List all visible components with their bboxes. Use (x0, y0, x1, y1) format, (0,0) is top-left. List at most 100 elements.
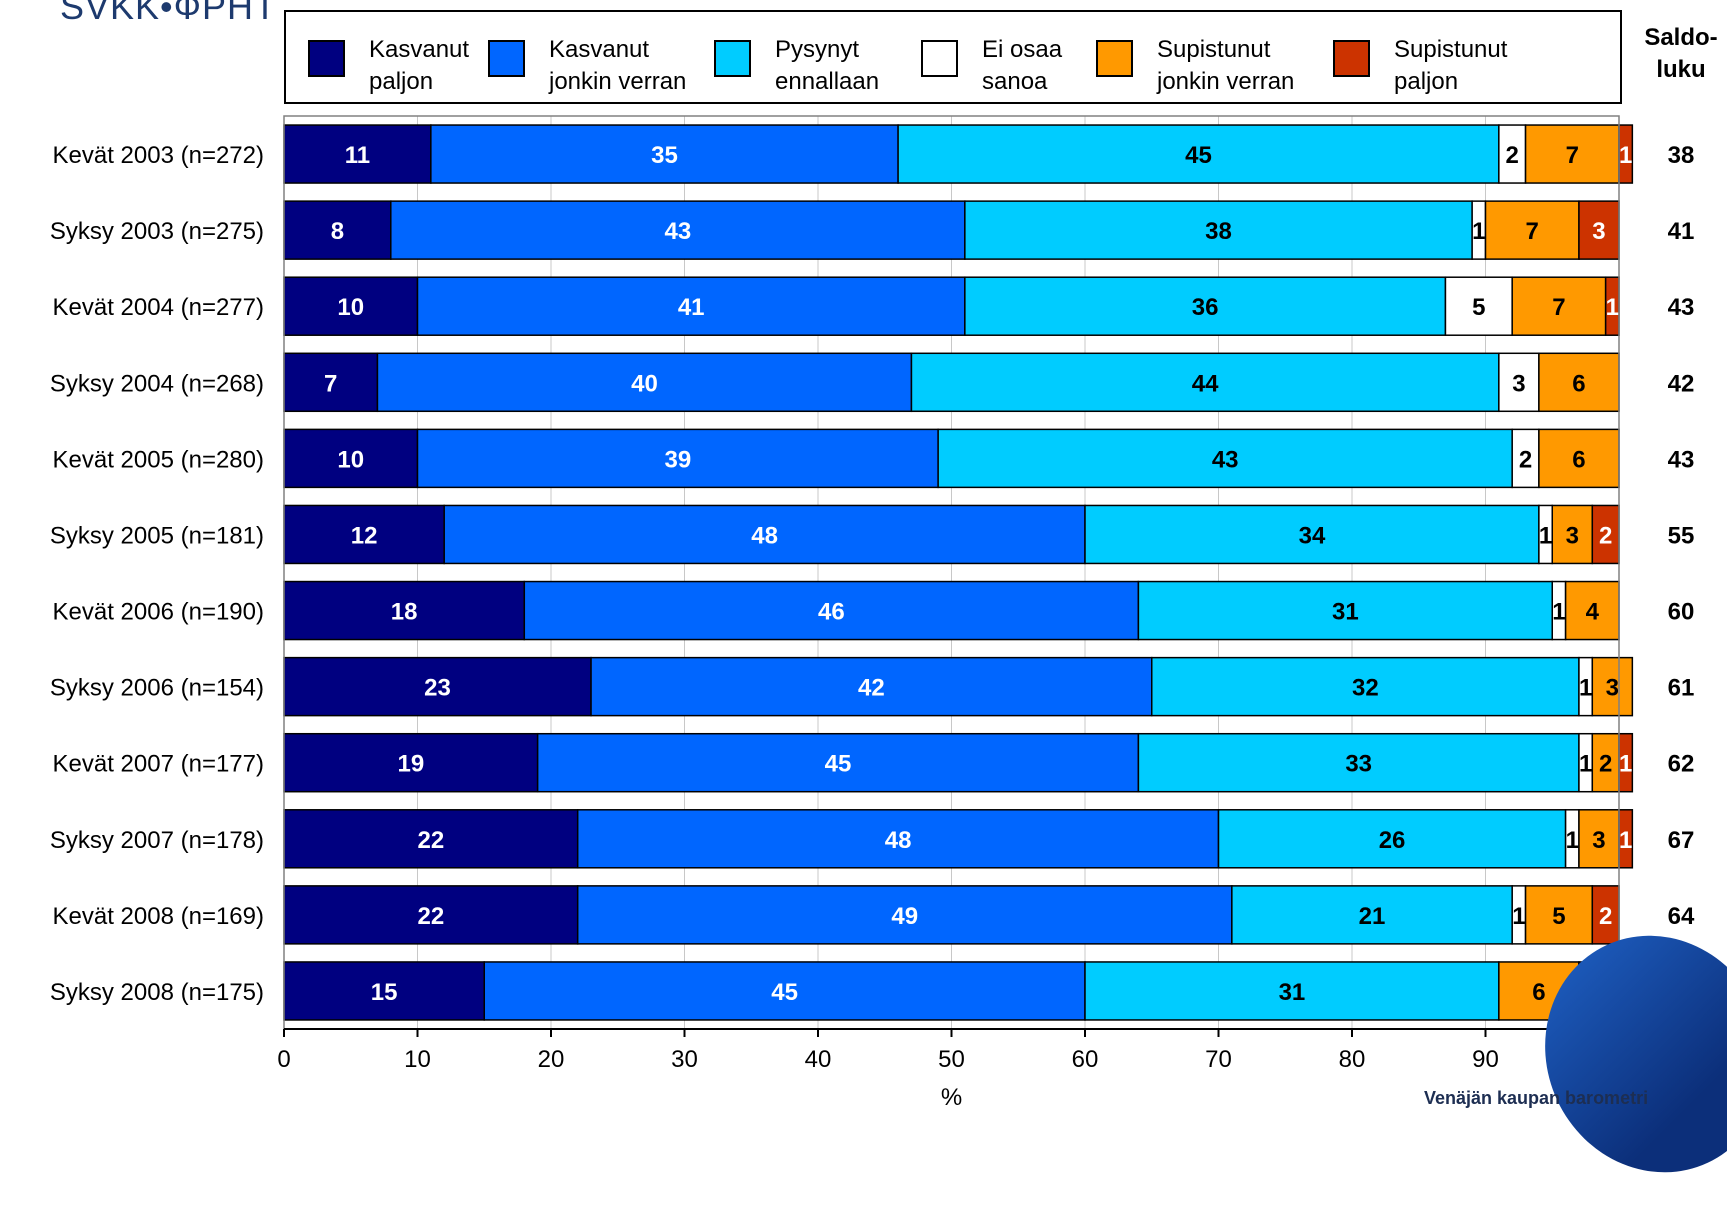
bar-value-label: 2 (1599, 903, 1612, 930)
bar-segment (910, 352, 1500, 413)
x-tick-label: 90 (1472, 1046, 1499, 1073)
x-tick-label: 10 (404, 1046, 431, 1073)
bar-value-label: 8 (331, 218, 344, 245)
bar-segment (1084, 961, 1500, 1021)
legend-swatch (308, 40, 345, 77)
bar-segment (1511, 276, 1607, 336)
bar-segment (283, 276, 419, 336)
category-label: Syksy 2008 (n=175) (50, 979, 264, 1006)
bar-value-label: 31 (1279, 979, 1306, 1006)
bar-value-label: 3 (1592, 218, 1605, 245)
bar-value-label: 43 (1212, 446, 1239, 473)
bar-segment (283, 885, 579, 945)
bar-segment (283, 504, 445, 565)
bar-value-label: 5 (1552, 903, 1565, 930)
bar-segment (1538, 428, 1620, 489)
legend-label: Kasvanut paljon (369, 34, 539, 98)
bar-value-label: 1 (1579, 751, 1592, 778)
logo-text: SVKK•ФРНТ (60, 0, 278, 27)
x-tick-label: 70 (1205, 1046, 1232, 1073)
legend-swatch (1333, 40, 1370, 77)
bar-value-label: 6 (1572, 446, 1585, 473)
legend-label-line: Pysynyt (775, 36, 860, 63)
legend-swatch (714, 40, 751, 77)
bar-value-label: 18 (391, 599, 418, 626)
legend-label-line: paljon (369, 68, 434, 95)
bar-value-label: 3 (1566, 522, 1579, 549)
bar-value-label: 12 (351, 522, 378, 549)
bar-segment (1564, 580, 1620, 641)
saldo-value: 60 (1668, 599, 1695, 626)
bar-value-label: 7 (1526, 218, 1539, 245)
bar-value-label: 45 (1185, 142, 1212, 169)
bar-value-label: 1 (1552, 599, 1565, 626)
saldo-value: 41 (1668, 218, 1695, 245)
bar-value-label: 42 (858, 675, 885, 702)
category-label: Kevät 2006 (n=190) (53, 599, 265, 626)
bar-value-label: 3 (1606, 675, 1619, 702)
bar-segment (443, 504, 1086, 565)
bar-segment (576, 885, 1233, 945)
bar-segment (1524, 124, 1620, 184)
saldo-value: 55 (1668, 522, 1695, 549)
bar-value-label: 3 (1512, 370, 1525, 397)
bar-value-label: 45 (825, 751, 852, 778)
bar-value-label: 1 (1579, 675, 1592, 702)
legend-label-line: ennallaan (775, 68, 880, 95)
bar-segment (590, 656, 1153, 717)
bar-value-label: 2 (1599, 751, 1612, 778)
bar-value-label: 6 (1572, 370, 1585, 397)
saldo-value: 67 (1668, 827, 1695, 854)
saldo-value: 38 (1668, 142, 1695, 169)
bar-segment (416, 276, 966, 336)
legend-label-line: jonkin verran (1157, 68, 1295, 95)
bar-segment (283, 124, 432, 184)
bar-value-label: 6 (1532, 979, 1545, 1006)
legend-label: Supistunut paljon (1394, 34, 1564, 98)
bar-value-label: 36 (1192, 294, 1219, 321)
bar-value-label: 38 (1205, 218, 1232, 245)
footer-note: Venäjän kaupan barometri (1424, 1088, 1649, 1108)
legend-swatch (488, 40, 525, 77)
bar-value-label: 11 (345, 142, 370, 169)
saldo-value: 43 (1668, 294, 1695, 321)
category-label: Kevät 2008 (n=169) (53, 903, 265, 930)
bar-value-label: 32 (1352, 675, 1379, 702)
saldo-value: 64 (1668, 903, 1695, 930)
bar-value-label: 39 (664, 446, 691, 473)
legend-label-line: Ei osaa (982, 36, 1063, 63)
bar-value-label: 1 (1619, 827, 1632, 854)
bar-value-label: 10 (337, 294, 364, 321)
bar-segment (523, 580, 1140, 641)
category-label: Syksy 2003 (n=275) (50, 218, 264, 245)
legend-swatch (921, 40, 958, 77)
bar-segment (430, 124, 899, 184)
bar-value-label: 1 (1539, 522, 1552, 549)
legend: Kasvanut paljon Kasvanut jonkin verran Pysyn… (284, 10, 1622, 104)
bar-value-label: 7 (1552, 294, 1565, 321)
x-tick-label: 40 (805, 1046, 832, 1073)
legend-label-line: paljon (1394, 68, 1459, 95)
legend-label-line: jonkin verran (549, 68, 687, 95)
x-tick-label: 20 (538, 1046, 565, 1073)
legend-label: Pysynyt ennallaan (775, 34, 945, 98)
bar-segment (1151, 656, 1580, 717)
bar-value-label: 26 (1379, 827, 1406, 854)
bar-value-label: 34 (1299, 522, 1326, 549)
bar-value-label: 43 (664, 218, 691, 245)
saldo-header: Saldo- luku (1636, 22, 1726, 86)
bar-segment (1137, 580, 1554, 641)
bar-segment (964, 200, 1473, 260)
bar-value-label: 41 (678, 294, 705, 321)
x-tick-label: 0 (277, 1046, 290, 1073)
legend-label-line: Supistunut (1157, 36, 1271, 63)
bar-segment (1524, 885, 1594, 945)
saldo-header-line-1: Saldo- (1644, 24, 1718, 51)
bar-value-label: 22 (417, 903, 444, 930)
saldo-value: 62 (1668, 751, 1695, 778)
bar-segment (1578, 200, 1620, 260)
bar-value-label: 40 (631, 370, 658, 397)
bar-value-label: 45 (771, 979, 798, 1006)
bar-value-label: 21 (1359, 903, 1386, 930)
